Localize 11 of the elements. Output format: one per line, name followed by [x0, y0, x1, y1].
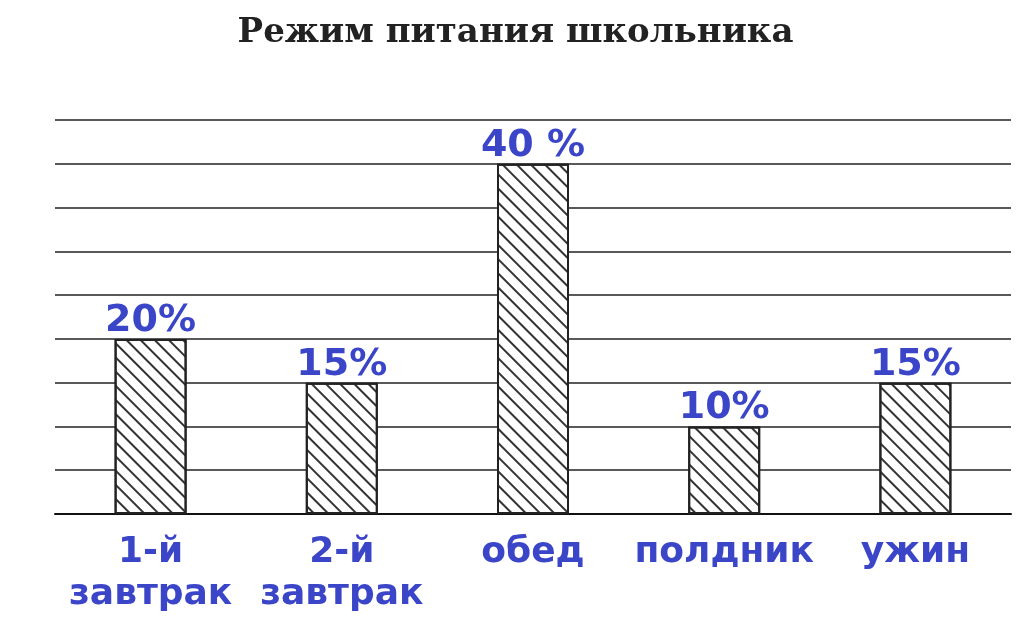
data-label: 40 %	[480, 120, 586, 165]
data-label: 15%	[869, 339, 961, 384]
x-tick-label: 1-й завтрак	[68, 528, 233, 612]
x-tick-label: полдник	[634, 528, 814, 570]
data-label: 20%	[105, 295, 197, 340]
x-tick-label: обед	[481, 528, 585, 570]
x-tick-label: 2-й завтрак	[260, 528, 424, 612]
chart-title: Режим питания школьника	[237, 10, 794, 50]
x-tick-label: ужин	[860, 528, 971, 570]
data-label: 15%	[296, 339, 388, 384]
data-label: 10%	[678, 383, 770, 428]
